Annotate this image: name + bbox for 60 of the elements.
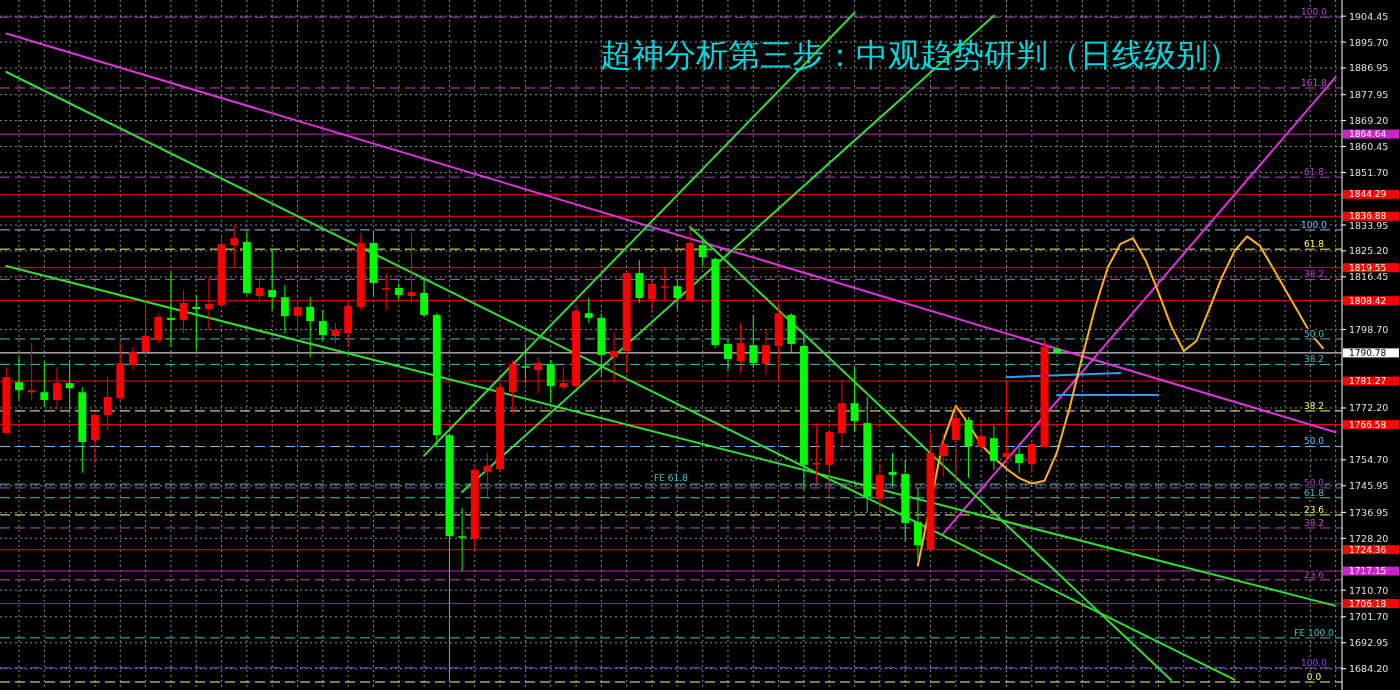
- y-tick-label: 1736.95: [1349, 506, 1389, 518]
- price-tag: 1790.78: [1343, 347, 1399, 358]
- annotation: 38.2: [1303, 354, 1325, 365]
- ref-line-label: 1781.27: [1349, 376, 1387, 387]
- y-tick-label: 1701.70: [1349, 611, 1389, 623]
- y-tick-label: 1877.95: [1349, 89, 1389, 101]
- annotation: 50.0: [1303, 477, 1325, 488]
- annotation: 100.0: [1301, 7, 1328, 18]
- ref-line-label: 1844.29: [1349, 189, 1387, 200]
- annotation: 100.0: [1301, 657, 1328, 668]
- y-tick-label: 1869.20: [1349, 115, 1389, 127]
- y-tick-label: 1798.70: [1349, 323, 1389, 335]
- price-tag: 1864.64: [1343, 129, 1399, 140]
- price-tag: 1836.88: [1343, 211, 1399, 222]
- ref-line-label: 1717.15: [1349, 566, 1387, 577]
- price-tag: 1819.55: [1343, 262, 1399, 273]
- price-tag: 1717.15: [1343, 566, 1399, 577]
- y-tick-label: 1886.95: [1349, 62, 1389, 74]
- ref-line-label: 1724.36: [1349, 544, 1387, 555]
- price-tag: 1808.42: [1343, 295, 1399, 306]
- ref-line-label: 1819.55: [1349, 262, 1387, 273]
- y-tick-label: 1692.95: [1349, 637, 1389, 649]
- ref-line-label: 1706.18: [1349, 598, 1387, 609]
- y-tick-label: 1833.95: [1349, 219, 1389, 231]
- annotation: 61.8: [1303, 167, 1325, 178]
- annotation: 50.0: [1303, 436, 1325, 447]
- y-tick-label: 1710.70: [1349, 584, 1389, 596]
- annotation: 161.8: [1301, 77, 1328, 88]
- annotation: 38.2: [1303, 269, 1325, 280]
- annotation: 23.6: [1303, 569, 1325, 580]
- price-tag: 1706.18: [1343, 598, 1399, 609]
- ref-line-label: 1766.58: [1349, 419, 1387, 430]
- ref-line-label: 1864.64: [1349, 129, 1387, 140]
- annotation: FE 61.8: [654, 473, 689, 484]
- annotation: 0.0: [1306, 672, 1322, 682]
- price-tag: 1724.36: [1343, 544, 1399, 555]
- price-tag: 1766.58: [1343, 419, 1399, 430]
- y-tick-label: 1860.45: [1349, 141, 1389, 152]
- y-tick-label: 1825.20: [1349, 245, 1389, 257]
- y-tick-label: 1816.45: [1349, 271, 1389, 283]
- y-tick-label: 1895.70: [1349, 36, 1389, 48]
- ref-line-label: 1836.88: [1349, 211, 1387, 222]
- y-tick-label: 1684.20: [1349, 663, 1389, 675]
- annotation: 23.6: [1303, 504, 1325, 515]
- y-tick-label: 1904.45: [1349, 10, 1389, 22]
- annotation: 38.2: [1303, 400, 1325, 411]
- y-tick-label: 1745.95: [1349, 480, 1389, 492]
- ref-line-label: 1808.42: [1349, 295, 1387, 306]
- price-tag: 1781.27: [1343, 376, 1399, 387]
- price-tag: 1844.29: [1343, 189, 1399, 200]
- ref-line-label: 1790.78: [1349, 347, 1387, 358]
- annotation: 100.0: [1301, 219, 1328, 230]
- y-tick-label: 1772.20: [1349, 402, 1389, 414]
- y-tick-label: 1851.70: [1349, 166, 1389, 178]
- annotation: FE 100.0: [1294, 627, 1335, 638]
- y-tick-label: 1728.20: [1349, 532, 1389, 544]
- annotation: 61.8: [1303, 239, 1325, 250]
- y-tick-label: 1754.70: [1349, 454, 1389, 466]
- annotation: 61.8: [1303, 487, 1325, 498]
- annotation: 38.2: [1303, 517, 1325, 528]
